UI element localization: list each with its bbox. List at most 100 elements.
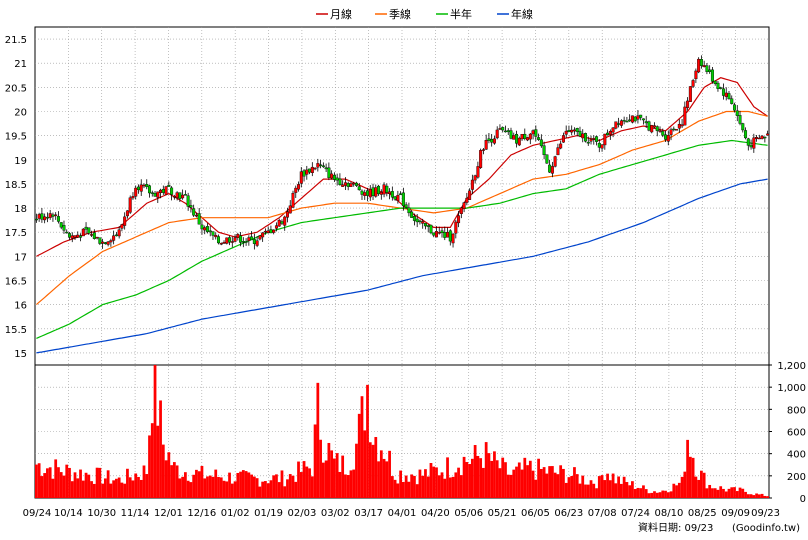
volume-bar xyxy=(277,482,281,498)
price-tick-label: 20 xyxy=(14,108,27,119)
volume-bar xyxy=(526,465,529,498)
candle-body xyxy=(228,237,232,243)
volume-bar xyxy=(724,491,728,498)
volume-bar xyxy=(266,483,270,498)
candle-body xyxy=(454,221,458,234)
volume-bar xyxy=(573,467,576,498)
volume-bar xyxy=(330,450,334,498)
volume-bar xyxy=(531,470,535,498)
candle-body xyxy=(509,130,513,139)
volume-bar xyxy=(352,469,356,498)
candle-body xyxy=(48,213,52,218)
volume-bar xyxy=(172,462,176,498)
volume-bar xyxy=(493,451,496,498)
volume-bar xyxy=(677,482,681,498)
candle-body xyxy=(531,130,535,135)
candle-body xyxy=(266,230,270,233)
candle-body xyxy=(40,213,44,220)
candle-body xyxy=(136,186,140,190)
volume-bar xyxy=(95,467,99,498)
volume-bar xyxy=(286,479,289,498)
volume-bar xyxy=(642,485,645,498)
candle-body xyxy=(84,226,88,230)
volume-bars xyxy=(35,365,769,498)
candle-body xyxy=(410,211,414,218)
volume-bar xyxy=(269,480,273,498)
volume-bar xyxy=(711,488,714,498)
candle-body xyxy=(297,184,301,190)
candle-body xyxy=(321,165,325,168)
volume-bar xyxy=(443,478,447,498)
candle-body xyxy=(156,191,160,198)
volume-bar xyxy=(476,455,480,498)
candle-body xyxy=(744,130,748,139)
candle-body xyxy=(443,232,447,238)
volume-bar xyxy=(117,477,121,498)
volume-bar xyxy=(59,472,63,498)
volume-bar xyxy=(515,466,518,498)
date-tick-label: 06/05 xyxy=(521,508,550,519)
candle-body xyxy=(263,230,267,233)
volume-bar xyxy=(556,474,560,498)
volume-tick-label: 0 xyxy=(800,494,806,505)
candle-body xyxy=(705,65,709,72)
candle-body xyxy=(658,130,662,132)
candle-body xyxy=(539,139,543,147)
volume-bar xyxy=(435,467,438,498)
volume-bar xyxy=(161,444,165,498)
volume-bar xyxy=(261,481,265,498)
volume-bar xyxy=(233,481,237,498)
volume-bar xyxy=(396,483,400,498)
candle-body xyxy=(468,190,472,200)
volume-bar xyxy=(694,476,698,498)
candle-body xyxy=(733,104,737,111)
candle-body xyxy=(56,216,60,222)
volume-bar xyxy=(633,488,637,498)
volume-bar xyxy=(749,494,753,498)
candle-body xyxy=(614,121,618,129)
candle-body xyxy=(581,133,585,139)
volume-bar xyxy=(426,476,430,498)
candle-body xyxy=(738,115,742,124)
date-tick-label: 05/06 xyxy=(454,508,483,519)
volume-bar xyxy=(382,458,386,498)
candle-body xyxy=(528,133,532,140)
candle-body xyxy=(73,235,77,238)
price-tick-label: 18 xyxy=(14,204,27,215)
volume-bar xyxy=(564,482,568,498)
volume-bar xyxy=(479,458,483,498)
ma-line xyxy=(36,178,768,354)
candle-body xyxy=(520,134,524,140)
candle-body xyxy=(172,195,176,198)
volume-bar xyxy=(614,483,618,498)
volume-bar xyxy=(713,488,717,498)
volume-bar xyxy=(402,481,405,498)
candle-body xyxy=(95,236,99,239)
candle-body xyxy=(694,70,698,80)
volume-bar xyxy=(374,437,378,498)
volume-bar xyxy=(291,475,295,498)
candle-body xyxy=(134,187,138,197)
candle-body xyxy=(677,123,681,129)
candle-body xyxy=(644,121,648,124)
candle-body xyxy=(62,225,66,231)
candle-body xyxy=(360,190,364,195)
candle-body xyxy=(457,215,461,224)
volume-tick-label: 800 xyxy=(787,405,806,416)
candle-body xyxy=(603,133,607,146)
candle-body xyxy=(592,138,596,140)
volume-bar xyxy=(410,474,414,498)
candle-body xyxy=(608,131,612,135)
volume-bar xyxy=(440,472,444,498)
date-axis: 09/24 10/14 10/30 11/14 12/01 12/16 01/02 01/19… xyxy=(23,508,780,519)
volume-bar xyxy=(225,481,229,498)
volume-bar xyxy=(310,476,314,498)
candle-body xyxy=(473,175,477,181)
candle-body xyxy=(553,156,557,167)
volume-bar xyxy=(490,460,494,498)
candle-body xyxy=(324,167,328,170)
volume-bar xyxy=(647,493,651,498)
candle-body xyxy=(713,80,717,84)
volume-bar xyxy=(702,472,706,498)
